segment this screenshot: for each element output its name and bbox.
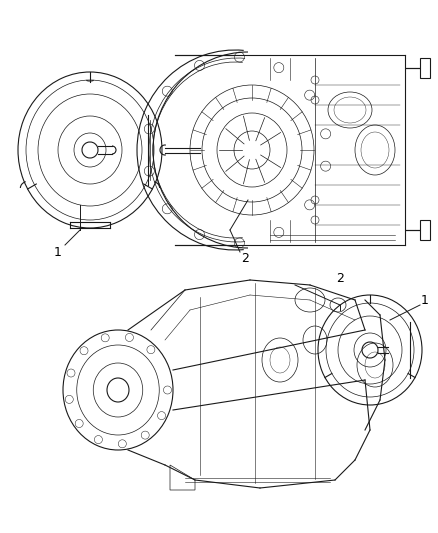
Text: 1: 1 bbox=[421, 294, 429, 306]
Text: 1: 1 bbox=[54, 246, 62, 259]
Text: 2: 2 bbox=[241, 252, 249, 264]
Text: 2: 2 bbox=[336, 271, 344, 285]
